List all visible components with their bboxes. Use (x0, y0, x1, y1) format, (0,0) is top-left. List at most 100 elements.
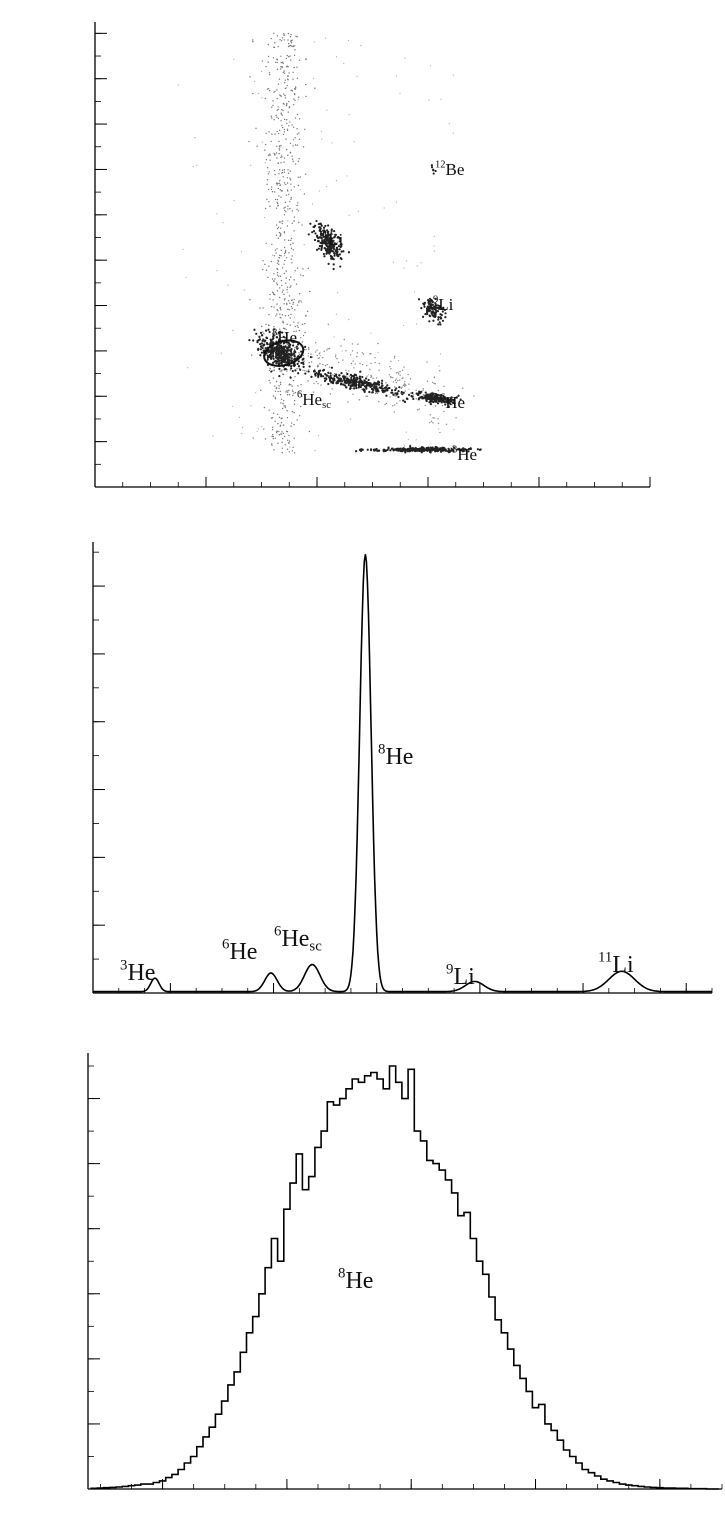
scatter-point (241, 433, 243, 435)
scatter-point (284, 209, 286, 212)
scatter-point (420, 396, 424, 399)
scatter-point (430, 164, 433, 167)
scatter-point (370, 332, 372, 334)
scatter-point (278, 182, 281, 185)
scatter-point (286, 323, 288, 326)
scatter-point (304, 331, 306, 334)
scatter-point (429, 403, 432, 406)
scatter-point (399, 374, 401, 376)
scatter-point (336, 248, 339, 251)
scatter-points (177, 32, 482, 454)
scatter-point (284, 327, 286, 330)
scatter-point (338, 374, 341, 377)
scatter-point (304, 322, 306, 325)
scatter-point (294, 309, 296, 311)
scatter-point (476, 448, 479, 451)
scatter-point (274, 133, 276, 135)
scatter-point (457, 394, 460, 397)
scatter-point (281, 114, 284, 116)
scatter-point (280, 196, 282, 198)
scatter-point (326, 363, 328, 366)
scatter-point (255, 127, 257, 130)
scatter-point (272, 357, 275, 360)
scatter-point (305, 95, 307, 98)
scatter-point (250, 164, 252, 166)
scatter-point (333, 252, 336, 255)
scatter-point (329, 376, 333, 379)
scatter-point (260, 351, 263, 354)
scatter-point (270, 351, 273, 354)
scatter-point (292, 394, 294, 397)
scatter-point (317, 364, 319, 366)
scatter-point (289, 286, 291, 288)
scatter-point (397, 395, 400, 399)
scatter-point (390, 360, 392, 362)
scatter-point (437, 389, 440, 392)
scatter-point (305, 315, 307, 317)
scatter-point (270, 37, 273, 40)
scatter-point (281, 169, 284, 171)
scatter-point (278, 263, 280, 265)
scatter-point (296, 36, 298, 38)
scatter-point (272, 333, 275, 336)
scatter-point (283, 33, 285, 35)
scatter-point (276, 309, 278, 311)
scatter-point (330, 381, 333, 384)
scatter-point (266, 179, 269, 181)
scatter-point (280, 279, 283, 282)
scatter-point (262, 344, 265, 347)
scatter-point (269, 382, 271, 384)
scatter-point (290, 196, 292, 199)
scatter-point (279, 306, 282, 309)
scatter-point (377, 380, 380, 383)
scatter-point (291, 222, 293, 224)
scatter-point (294, 376, 296, 378)
scatter-point (284, 444, 286, 446)
scatter-point (283, 360, 286, 363)
scatter-point (342, 383, 345, 386)
scatter-point (318, 244, 321, 248)
scatter-point (279, 424, 282, 426)
scatter-point (249, 299, 251, 301)
scatter-point (268, 171, 270, 173)
scatter-point (262, 260, 264, 262)
scatter-point (299, 293, 301, 295)
scatter-point (276, 262, 279, 264)
scatter-point (284, 315, 287, 317)
scatter-point (281, 291, 284, 293)
scatter-point (298, 118, 301, 120)
scatter-point (285, 138, 287, 140)
scatter-point (270, 417, 273, 419)
scatter-point (328, 366, 331, 368)
scatter-point (368, 374, 370, 376)
scatter-point (433, 399, 437, 402)
scatter-point (283, 161, 285, 163)
scatter-point (289, 44, 292, 47)
scatter-point (422, 449, 425, 453)
scatter-point (287, 220, 289, 222)
scatter-point (300, 300, 302, 302)
scatter-point (182, 248, 184, 250)
scatter-point (352, 375, 355, 378)
scatter-point (290, 237, 293, 240)
scatter-point (338, 240, 341, 243)
scatter-point (371, 391, 374, 394)
scatter-point (375, 377, 378, 379)
scatter-point (316, 372, 320, 376)
scatter-point (287, 439, 289, 442)
scatter-point (292, 242, 294, 244)
scatter-point (378, 400, 380, 403)
scatter-point (301, 323, 304, 326)
scatter-point (297, 176, 300, 178)
scatter-point (424, 312, 427, 316)
scatter-point (279, 38, 281, 41)
scatter-point (376, 382, 379, 385)
scatter-point (290, 357, 293, 360)
scatter-point (347, 383, 350, 387)
scatter-point (277, 106, 279, 108)
scatter-point (426, 299, 430, 302)
scatter-point (358, 383, 361, 387)
scatter-point (284, 97, 287, 99)
scatter-point (388, 374, 391, 376)
scatter-point (322, 363, 324, 366)
